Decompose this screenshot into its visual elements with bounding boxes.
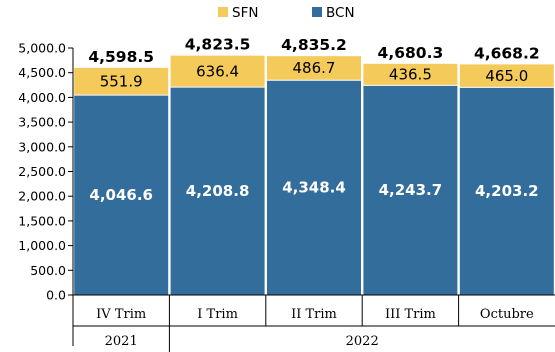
data-label-sfn: 551.9 (100, 72, 143, 90)
legend-swatch-sfn (218, 7, 228, 17)
y-tick-label: 0.0 (46, 288, 66, 303)
bar-sfn (363, 63, 458, 86)
y-tick-label: 2,000.0 (18, 189, 66, 204)
data-label-sfn: 436.5 (389, 66, 432, 84)
data-label-bcn: 4,208.8 (186, 182, 250, 200)
data-label-sfn: 636.4 (196, 62, 239, 80)
x-tick-label: Octubre (480, 307, 534, 322)
y-tick-label: 3,000.0 (18, 139, 66, 154)
y-tick-label: 500.0 (30, 263, 66, 278)
legend-label-sfn: SFN (232, 5, 258, 21)
legend-label-bcn: BCN (326, 5, 355, 21)
bar-sfn (74, 67, 169, 96)
legend-swatch-bcn (312, 7, 322, 17)
bar-bcn (74, 95, 169, 295)
bar-bcn (459, 87, 554, 295)
data-label-bcn: 4,348.4 (282, 179, 346, 197)
data-label-bcn: 4,203.2 (475, 182, 539, 200)
y-tick-label: 2,500.0 (18, 164, 66, 179)
x-tick-label: III Trim (385, 307, 436, 322)
data-label-bcn: 4,046.6 (89, 186, 153, 204)
bar-sfn (459, 64, 554, 88)
y-tick-label: 4,500.0 (18, 65, 66, 80)
data-label-total: 4,598.5 (88, 48, 154, 66)
x-tick-label: I Trim (197, 307, 238, 322)
data-label-total: 4,823.5 (185, 36, 251, 54)
y-tick-label: 1,000.0 (18, 238, 66, 253)
bar-bcn (170, 87, 265, 295)
x-group-label: 2022 (346, 334, 379, 349)
data-label-bcn: 4,243.7 (379, 181, 443, 199)
bar-sfn (170, 55, 265, 88)
data-label-sfn: 486.7 (293, 59, 336, 77)
x-tick-label: II Trim (291, 307, 337, 322)
data-label-sfn: 465.0 (485, 67, 528, 85)
y-tick-label: 4,000.0 (18, 90, 66, 105)
data-label-total: 4,680.3 (378, 44, 444, 62)
x-group-label: 2021 (105, 334, 138, 349)
x-tick-label: IV Trim (96, 307, 146, 322)
bar-bcn (363, 85, 458, 295)
bar-bcn (267, 80, 361, 295)
y-tick-label: 1,500.0 (18, 213, 66, 228)
y-tick-label: 5,000.0 (18, 41, 66, 56)
data-label-total: 4,835.2 (281, 36, 347, 54)
data-label-total: 4,668.2 (474, 44, 540, 62)
y-tick-label: 3,500.0 (18, 115, 66, 130)
bar-sfn (267, 56, 361, 81)
